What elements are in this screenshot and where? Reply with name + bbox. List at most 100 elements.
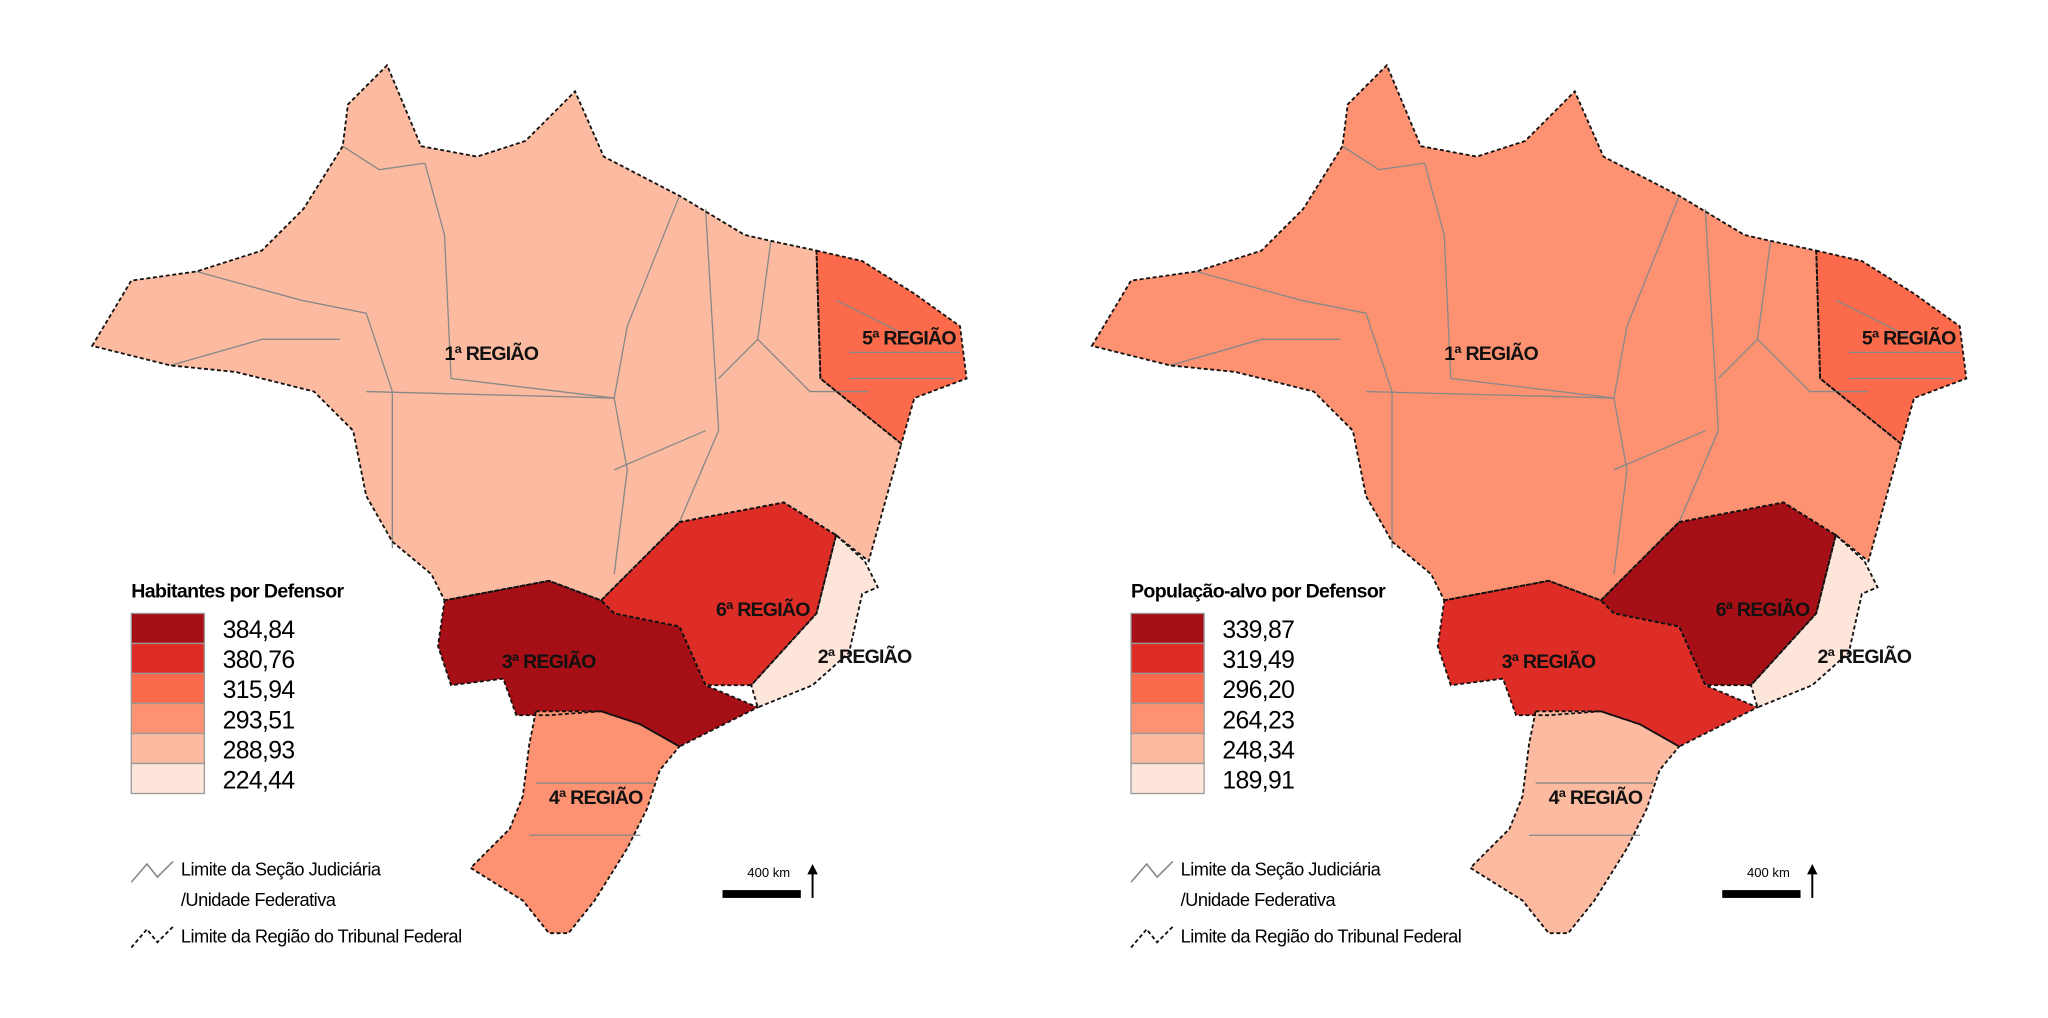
- region-label-2: 2ª REGIÃO: [818, 645, 912, 668]
- region-label-5: 5ª REGIÃO: [862, 327, 956, 350]
- state-line-label-2: /Unidade Federativa: [1181, 889, 1337, 910]
- region-6-area: [601, 502, 837, 686]
- legend-swatch: [130, 642, 206, 675]
- map-regions: [90, 63, 968, 935]
- region-2-area: [751, 535, 878, 708]
- scale-bar: [722, 890, 801, 898]
- legend-value: 380,76: [223, 647, 295, 674]
- map-regions: [1090, 63, 1968, 935]
- region-4-area: [470, 711, 680, 934]
- legend-value: 319,49: [1222, 647, 1294, 674]
- state-line-label: Limite da Seção Judiciária: [181, 859, 382, 880]
- state-boundary: [1626, 195, 1680, 327]
- legend-value: 288,93: [223, 737, 295, 764]
- legend-value: 293,51: [223, 707, 295, 734]
- region-boundary: [469, 710, 681, 935]
- region-boundary: [1468, 710, 1681, 935]
- region-4-area: [1470, 711, 1680, 934]
- state-boundary: [1678, 430, 1719, 523]
- legend-swatch: [1130, 612, 1205, 645]
- state-boundary: [1835, 299, 1915, 340]
- map-habitantes-por-defensor: 1ª REGIÃO 2ª REGIÃO 3ª REGIÃO 4ª REGIÃO …: [90, 63, 968, 949]
- state-boundary: [1613, 397, 1628, 575]
- state-boundary: [704, 208, 720, 431]
- state-boundary: [1342, 145, 1425, 171]
- region-1-area: [1091, 65, 1902, 601]
- state-boundary: [342, 145, 426, 171]
- region-line-icon: [1130, 925, 1174, 949]
- state-boundary: [1365, 390, 1614, 399]
- state-boundary: [757, 338, 869, 393]
- north-arrow-head-icon: [807, 863, 818, 875]
- legend-title: População-alvo por Defensor: [1131, 581, 1386, 603]
- state-boundary: [835, 299, 915, 340]
- legend-value: 296,20: [1222, 677, 1294, 704]
- region-label-1: 1ª REGIÃO: [1444, 342, 1538, 365]
- region-label-3: 3ª REGIÃO: [1502, 650, 1596, 673]
- region-line-label: Limite da Região do Tribunal Federal: [181, 925, 462, 946]
- legend-swatch: [1130, 702, 1205, 735]
- state-boundary: [366, 390, 615, 399]
- region-5-area: [1816, 250, 1967, 444]
- color-legend: População-alvo por Defensor 339,87 319,4…: [1130, 581, 1387, 795]
- legend-title: Habitantes por Defensor: [131, 581, 344, 603]
- state-boundary: [1613, 430, 1706, 471]
- region-boundary: [815, 249, 968, 446]
- state-boundary: [1704, 208, 1719, 431]
- state-boundary: [170, 338, 341, 367]
- legend-swatch: [130, 672, 206, 705]
- state-boundary: [678, 430, 720, 523]
- scale-label: 400 km: [747, 865, 790, 880]
- state-boundary: [196, 270, 393, 392]
- legend-value: 339,87: [1222, 617, 1294, 644]
- state-boundary: [1757, 338, 1869, 393]
- color-legend: Habitantes por Defensor 384,84 380,76 31…: [130, 581, 345, 795]
- state-line-label-2: /Unidade Federativa: [181, 889, 337, 910]
- region-line-label: Limite da Região do Tribunal Federal: [1181, 925, 1462, 946]
- region-boundary: [1599, 501, 1837, 687]
- legend-swatch: [130, 702, 206, 735]
- region-label-6: 6ª REGIÃO: [716, 598, 810, 621]
- state-boundary: [626, 195, 681, 327]
- region-label-3: 3ª REGIÃO: [502, 650, 596, 673]
- legend-swatch: [1130, 762, 1205, 795]
- legend-swatches: [130, 612, 206, 795]
- region-label-4: 4ª REGIÃO: [549, 786, 643, 809]
- region-boundary: [1815, 249, 1968, 446]
- region-boundary: [599, 501, 838, 687]
- scale-label: 400 km: [1747, 865, 1790, 880]
- state-boundary: [1169, 338, 1340, 367]
- region-boundary: [1749, 533, 1879, 709]
- legend-value: 224,44: [223, 767, 296, 794]
- legend-value: 384,84: [223, 617, 296, 644]
- region-6-area: [1600, 502, 1836, 686]
- legend-swatch: [1130, 732, 1205, 765]
- legend-swatch: [130, 612, 206, 645]
- state-line-icon: [130, 860, 174, 883]
- legend-value: 315,94: [223, 677, 296, 704]
- region-label-2: 2ª REGIÃO: [1818, 645, 1912, 668]
- legend-swatch: [130, 732, 206, 765]
- map-populacao-alvo-por-defensor: 1ª REGIÃO 2ª REGIÃO 3ª REGIÃO 4ª REGIÃO …: [1090, 63, 1968, 949]
- region-label-6: 6ª REGIÃO: [1716, 598, 1810, 621]
- legend-swatch: [1130, 642, 1205, 675]
- region-boundary: [750, 533, 880, 709]
- region-3-area: [1437, 580, 1758, 747]
- region-2-area: [1750, 535, 1878, 708]
- region-label-5: 5ª REGIÃO: [1862, 327, 1956, 350]
- legend-value: 248,34: [1222, 737, 1295, 764]
- state-line-label: Limite da Seção Judiciária: [1181, 859, 1382, 880]
- legend-swatch: [130, 762, 206, 795]
- region-line-icon: [130, 925, 174, 949]
- state-boundary: [613, 397, 628, 575]
- region-3-area: [437, 580, 758, 747]
- state-boundary: [613, 430, 706, 471]
- state-boundary: [1196, 270, 1393, 392]
- state-boundary: [424, 162, 452, 379]
- legend-swatch: [1130, 672, 1205, 705]
- region-label-1: 1ª REGIÃO: [445, 342, 539, 365]
- legend-value: 189,91: [1222, 767, 1294, 794]
- state-line-icon: [1130, 860, 1174, 883]
- region-label-4: 4ª REGIÃO: [1549, 786, 1643, 809]
